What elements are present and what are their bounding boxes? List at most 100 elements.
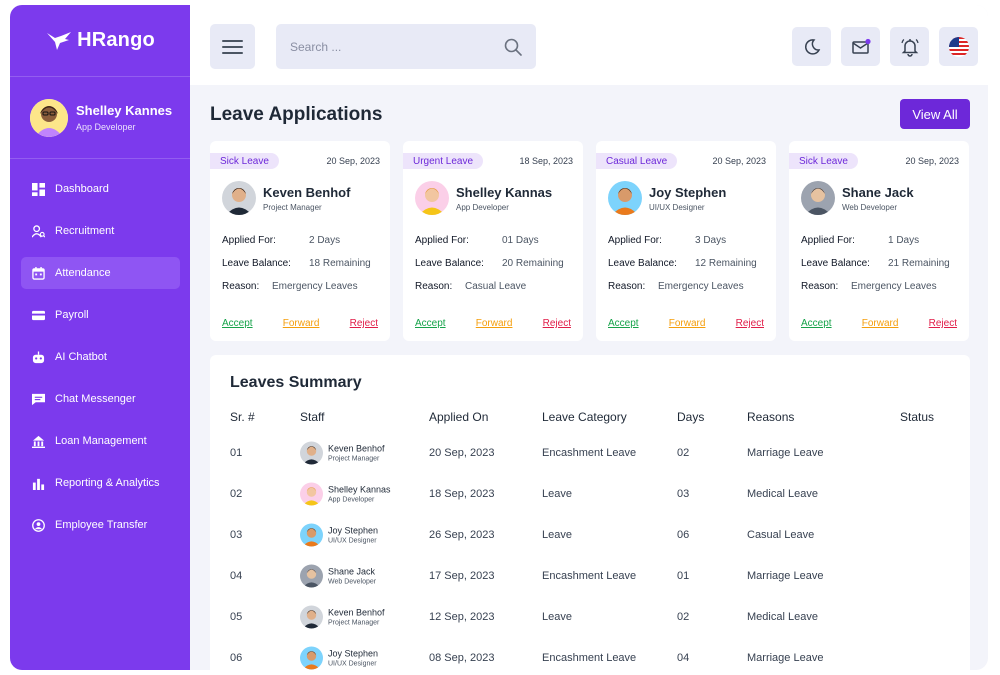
sidebar: HRango Shelley Kannes App Developer <box>10 5 190 670</box>
accept-button[interactable]: Accept <box>608 318 639 329</box>
cell-staff: Joy Stephen UI/UX Designer <box>300 523 378 546</box>
column-header[interactable]: Days <box>677 410 705 424</box>
reject-button[interactable]: Reject <box>349 318 378 329</box>
sidebar-item-reporting-analytics[interactable]: Reporting & Analytics <box>21 467 180 499</box>
column-header[interactable]: Applied On <box>429 410 489 424</box>
reason-row: Reason: Casual Leave <box>415 281 526 292</box>
brand-logo[interactable]: HRango <box>10 5 190 77</box>
sidebar-nav: Dashboard Recruitment Attendance Payroll… <box>10 159 190 541</box>
applied-for-label: Applied For: <box>801 235 855 246</box>
avatar <box>30 98 68 137</box>
forward-button[interactable]: Forward <box>861 318 899 329</box>
reason-value: Emergency Leaves <box>658 281 744 292</box>
applicant-role: App Developer <box>456 202 509 212</box>
applicant-name: Keven Benhof <box>263 184 351 200</box>
forward-button[interactable]: Forward <box>282 318 320 329</box>
leave-date: 18 Sep, 2023 <box>519 156 573 166</box>
dark-mode-button[interactable] <box>792 27 831 66</box>
applied-for-row: Applied For: 1 Days <box>801 235 919 246</box>
cell-reason: Marriage Leave <box>747 446 824 459</box>
reject-button[interactable]: Reject <box>735 318 764 329</box>
user-profile[interactable]: Shelley Kannes App Developer <box>10 77 190 159</box>
table-row[interactable]: 01 Keven Benhof Project Manager 20 Sep, 202… <box>210 432 970 473</box>
reason-row: Reason: Emergency Leaves <box>801 281 937 292</box>
cell-staff: Shane Jack Web Developer <box>300 564 376 587</box>
sidebar-item-label: Attendance <box>55 267 111 279</box>
reason-label: Reason: <box>222 281 260 292</box>
sidebar-item-payroll[interactable]: Payroll <box>21 299 180 331</box>
cell-reason: Marriage Leave <box>747 651 824 664</box>
language-button[interactable] <box>939 27 978 66</box>
card-actions: Accept Forward Reject <box>801 318 957 329</box>
applicant: Keven Benhof Project Manager <box>222 181 350 215</box>
sidebar-item-label: Recruitment <box>55 225 115 237</box>
notifications-button[interactable] <box>890 27 929 66</box>
cell-category: Encashment Leave <box>542 569 637 582</box>
applied-for-value: 01 Days <box>502 235 539 246</box>
applied-for-label: Applied For: <box>222 235 276 246</box>
sidebar-item-employee-transfer[interactable]: Employee Transfer <box>21 509 180 541</box>
applied-for-row: Applied For: 2 Days <box>222 235 340 246</box>
leave-balance-row: Leave Balance: 12 Remaining <box>608 258 757 269</box>
forward-button[interactable]: Forward <box>668 318 706 329</box>
cell-days: 06 <box>677 528 690 541</box>
accept-button[interactable]: Accept <box>415 318 446 329</box>
forward-button[interactable]: Forward <box>475 318 513 329</box>
applicant-name: Shane Jack <box>842 184 914 200</box>
search-icon[interactable] <box>504 38 522 56</box>
sidebar-item-recruitment[interactable]: Recruitment <box>21 215 180 247</box>
leave-balance-value: 12 Remaining <box>695 258 757 269</box>
reason-value: Emergency Leaves <box>272 281 358 292</box>
hamburger-menu-button[interactable] <box>210 24 255 69</box>
reject-button[interactable]: Reject <box>542 318 571 329</box>
search-input[interactable] <box>290 39 504 54</box>
sidebar-item-label: Payroll <box>55 309 89 321</box>
table-row[interactable]: 02 Shelley Kannas App Developer 18 Sep, 202… <box>210 473 970 514</box>
sidebar-item-chat-messenger[interactable]: Chat Messenger <box>21 383 180 415</box>
avatar <box>222 181 256 215</box>
reject-button[interactable]: Reject <box>928 318 957 329</box>
applied-for-row: Applied For: 3 Days <box>608 235 726 246</box>
column-header[interactable]: Leave Category <box>542 410 627 424</box>
messages-button[interactable] <box>841 27 880 66</box>
cell-reason: Casual Leave <box>747 528 815 541</box>
avatar <box>300 441 323 464</box>
card-actions: Accept Forward Reject <box>222 318 378 329</box>
leave-balance-value: 20 Remaining <box>502 258 564 269</box>
table-row[interactable]: 04 Shane Jack Web Developer 17 Sep, 2023 Enc… <box>210 555 970 596</box>
leaves-summary-title: Leaves Summary <box>230 374 362 391</box>
reason-value: Emergency Leaves <box>851 281 937 292</box>
applied-for-value: 1 Days <box>888 235 920 246</box>
reason-label: Reason: <box>608 281 646 292</box>
sidebar-item-attendance[interactable]: Attendance <box>21 257 180 289</box>
mail-icon <box>851 38 871 54</box>
leave-balance-row: Leave Balance: 21 Remaining <box>801 258 950 269</box>
column-header[interactable]: Staff <box>300 410 325 424</box>
column-header[interactable]: Status <box>900 410 935 424</box>
column-header[interactable]: Sr. # <box>230 410 255 424</box>
sidebar-item-loan-management[interactable]: Loan Management <box>21 425 180 457</box>
cell-days: 01 <box>677 569 690 582</box>
accept-button[interactable]: Accept <box>222 318 253 329</box>
table-row[interactable]: 05 Keven Benhof Project Manager 12 Sep, 202… <box>210 596 970 637</box>
cell-days: 04 <box>677 651 690 664</box>
accept-button[interactable]: Accept <box>801 318 832 329</box>
reason-value: Casual Leave <box>465 281 527 292</box>
avatar <box>300 523 323 546</box>
applied-for-row: Applied For: 01 Days <box>415 235 539 246</box>
cell-reason: Marriage Leave <box>747 569 824 582</box>
cell-category: Leave <box>542 487 572 500</box>
view-all-button[interactable]: View All <box>900 99 970 129</box>
table-row[interactable]: 03 Joy Stephen UI/UX Designer 26 Sep, 2023 L… <box>210 514 970 555</box>
leave-balance-value: 21 Remaining <box>888 258 950 269</box>
table-row[interactable]: 06 Joy Stephen UI/UX Designer 08 Sep, 2023 E… <box>210 637 970 670</box>
cell-days: 02 <box>677 446 690 459</box>
cell-staff: Joy Stephen UI/UX Designer <box>300 646 378 669</box>
cell-sr: 02 <box>230 487 243 500</box>
applicant-role: Project Manager <box>263 202 322 212</box>
cell-sr: 03 <box>230 528 243 541</box>
reason-label: Reason: <box>415 281 453 292</box>
sidebar-item-ai-chatbot[interactable]: AI Chatbot <box>21 341 180 373</box>
column-header[interactable]: Reasons <box>747 410 795 424</box>
sidebar-item-dashboard[interactable]: Dashboard <box>21 173 180 205</box>
